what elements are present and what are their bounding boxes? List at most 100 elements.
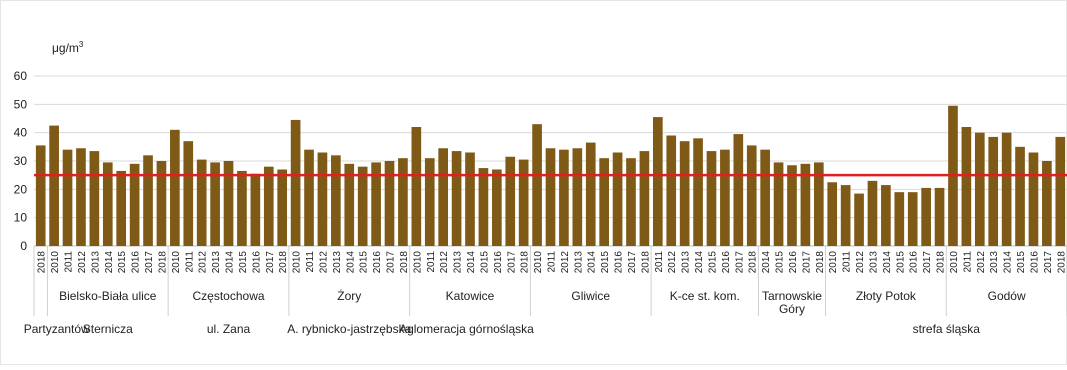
x-tick-label: 2018 [37, 251, 48, 274]
x-tick-label: 2012 [976, 251, 987, 274]
x-tick-label: 2013 [989, 251, 1000, 274]
bar [357, 166, 368, 246]
x-tick-label: 2015 [1016, 251, 1027, 274]
x-tick-label: 2011 [64, 251, 75, 273]
x-tick-label: 2016 [372, 251, 383, 274]
bar [639, 151, 650, 246]
bar [787, 165, 797, 246]
station-label: Tarnowskie [762, 289, 822, 303]
bar [921, 187, 931, 246]
bar [344, 163, 355, 246]
bar [666, 135, 677, 246]
y-tick-label: 40 [14, 126, 28, 140]
bar [290, 119, 301, 246]
x-tick-label: 2014 [761, 251, 772, 274]
district-label: Sternicza [83, 322, 133, 336]
bar [237, 170, 247, 246]
x-tick-label: 2017 [1043, 251, 1054, 274]
x-tick-label: 2013 [211, 251, 222, 274]
x-tick-label: 2015 [359, 251, 370, 274]
bar [102, 162, 113, 246]
bar [478, 168, 489, 246]
x-tick-label: 2018 [815, 251, 826, 274]
y-tick-label: 0 [20, 239, 27, 253]
x-tick-label: 2011 [962, 251, 973, 273]
bar [411, 127, 422, 246]
y-tick-label: 30 [14, 154, 28, 168]
x-tick-label: 2014 [694, 251, 705, 274]
bar [451, 151, 462, 246]
bar [599, 158, 609, 246]
bar [371, 162, 381, 246]
x-tick-label: 2012 [439, 251, 450, 274]
bar [317, 152, 328, 246]
bar [143, 155, 153, 246]
district-label: A. rybnicko-jastrzębska [287, 322, 411, 336]
x-tick-label: 2012 [198, 251, 209, 274]
x-tick-label: 2018 [278, 251, 289, 274]
x-tick-label: 2015 [707, 251, 718, 274]
bar [532, 124, 542, 246]
bar [652, 117, 663, 246]
district-label: ul. Zana [207, 322, 251, 336]
bar [813, 162, 824, 246]
bar [35, 145, 46, 246]
x-tick-label: 2017 [922, 251, 933, 274]
bar [398, 158, 408, 246]
bar [854, 193, 864, 246]
station-label: Złoty Potok [856, 289, 917, 303]
x-tick-label: 2010 [828, 251, 839, 274]
x-tick-label: 2012 [318, 251, 329, 274]
bar [612, 152, 623, 246]
x-tick-label: 2011 [547, 251, 558, 273]
y-tick-label: 10 [14, 211, 28, 225]
bar [773, 162, 784, 246]
bar [196, 159, 207, 246]
x-tick-label: 2013 [90, 251, 101, 274]
bar [465, 152, 475, 246]
bar [840, 185, 851, 246]
x-tick-label: 2015 [895, 251, 906, 274]
region-label: Aglomeracja górnośląska [399, 322, 534, 336]
x-tick-label: 2013 [868, 251, 879, 274]
bar [89, 151, 100, 246]
x-tick-label: 2010 [292, 251, 303, 274]
bar [518, 159, 529, 246]
bar [492, 169, 502, 246]
bar [331, 155, 341, 246]
bar [424, 158, 435, 246]
x-tick-label: 2015 [600, 251, 611, 274]
bar [706, 151, 717, 246]
x-tick-label: 2014 [1003, 251, 1014, 274]
x-tick-label: 2014 [587, 251, 598, 274]
bar [210, 162, 220, 246]
x-tick-label: 2017 [801, 251, 812, 274]
x-tick-label: 2016 [909, 251, 920, 274]
bar [62, 149, 73, 246]
bar [438, 148, 449, 246]
x-tick-label: 2010 [171, 251, 182, 274]
y-tick-label: 60 [14, 69, 28, 83]
station-label: Żory [337, 289, 361, 303]
x-tick-label: 2017 [627, 251, 638, 274]
x-tick-label: 2016 [788, 251, 799, 274]
x-tick-label: 2018 [157, 251, 168, 274]
bar [974, 132, 985, 246]
x-tick-label: 2016 [493, 251, 504, 274]
x-tick-label: 2017 [734, 251, 745, 274]
x-tick-label: 2013 [573, 251, 584, 274]
x-tick-label: 2018 [399, 251, 410, 274]
bar [76, 148, 86, 246]
bar [129, 163, 140, 246]
bar [250, 173, 261, 246]
bar [693, 138, 703, 246]
bar [881, 185, 891, 246]
x-tick-label: 2016 [131, 251, 142, 274]
bar [263, 166, 274, 246]
station-label: Gliwice [571, 289, 610, 303]
x-tick-label: 2016 [251, 251, 262, 274]
region-label: strefa śląska [913, 322, 981, 336]
x-tick-label: 2017 [144, 251, 155, 274]
x-tick-label: 2011 [426, 251, 437, 273]
